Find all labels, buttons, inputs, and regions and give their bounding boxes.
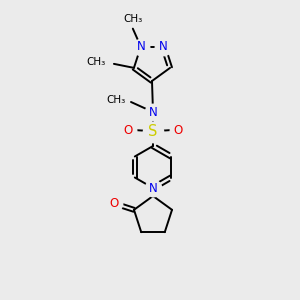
Text: O: O bbox=[123, 124, 133, 136]
Text: O: O bbox=[173, 124, 183, 136]
Text: S: S bbox=[148, 124, 158, 140]
Text: N: N bbox=[136, 40, 145, 53]
Text: O: O bbox=[110, 197, 118, 210]
Text: N: N bbox=[159, 40, 167, 53]
Text: N: N bbox=[148, 182, 158, 194]
Text: CH₃: CH₃ bbox=[123, 14, 142, 24]
Text: N: N bbox=[148, 106, 158, 118]
Text: CH₃: CH₃ bbox=[107, 95, 126, 105]
Text: CH₃: CH₃ bbox=[87, 57, 106, 67]
